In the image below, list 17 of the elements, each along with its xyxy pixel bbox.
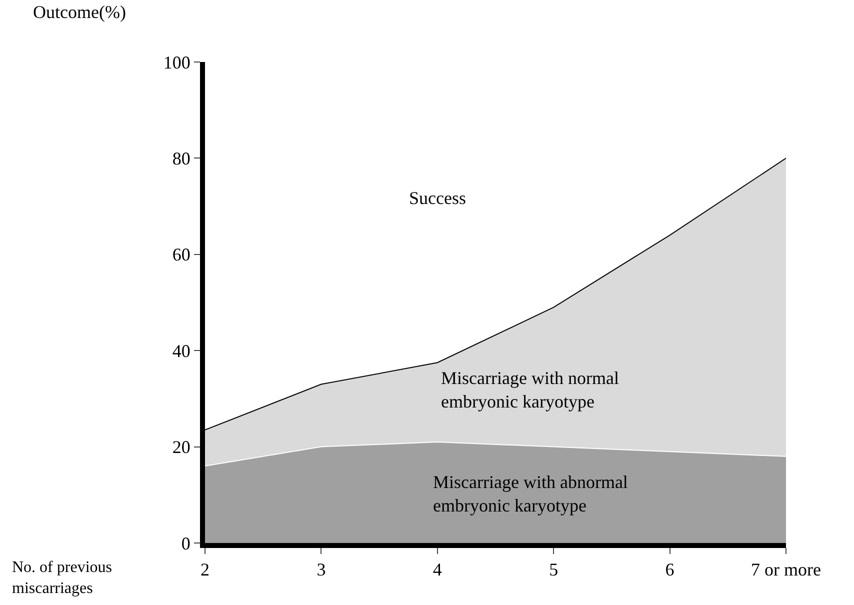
x-tick-label: 7 or more: [751, 560, 821, 580]
y-tick-label: 80: [172, 148, 190, 168]
y-tick-label: 100: [163, 52, 190, 72]
series-label: Miscarriage with abnormal embryonic karyotype: [433, 472, 628, 516]
x-tick-label: 3: [316, 560, 326, 580]
x-tick-label: 5: [549, 560, 558, 580]
y-tick-label: 60: [172, 244, 190, 265]
x-tick-label: 2: [200, 560, 210, 580]
y-axis-title: Outcome(%): [33, 2, 126, 22]
y-tick-label: 20: [172, 437, 190, 458]
y-tick-label: 0: [181, 533, 190, 554]
y-tick-label: 40: [172, 340, 190, 361]
x-tick-label: 4: [432, 560, 442, 580]
series-label: Miscarriage with normal embryonic karyotype: [441, 368, 619, 412]
x-axis-title: No. of previous miscarriages: [12, 559, 112, 597]
annotation: Success: [409, 188, 466, 208]
x-tick-label: 6: [665, 560, 674, 580]
